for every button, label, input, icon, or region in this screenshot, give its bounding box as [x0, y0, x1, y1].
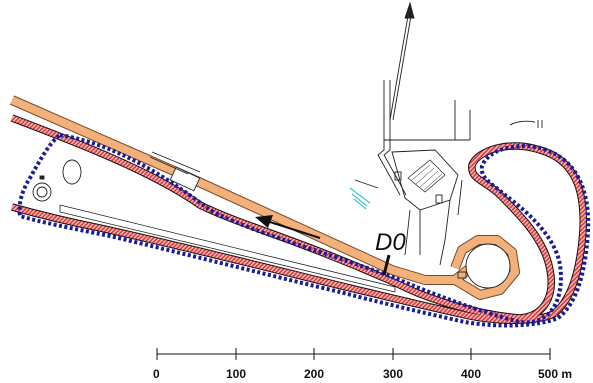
scale-label-100: 100: [226, 367, 246, 381]
direction-arrow-icon: [255, 215, 321, 239]
scale-label-200: 200: [304, 367, 324, 381]
red-hatched-track: [10, 114, 587, 324]
d0-marker-label: D0: [375, 229, 406, 256]
scale-label-500: 500 m: [538, 367, 572, 381]
left-infield: [32, 159, 82, 202]
scale-label-0: 0: [153, 367, 160, 381]
right-structures: [377, 80, 543, 266]
d0-marker-line: [382, 254, 391, 276]
inner-loop: [457, 243, 511, 289]
scale-bar: 0 100 200 300 400 500 m: [153, 348, 572, 381]
scale-label-300: 300: [383, 367, 403, 381]
orange-track: [9, 95, 520, 300]
scale-label-400: 400: [461, 367, 481, 381]
north-arrow-icon: [389, 1, 415, 121]
cyan-feature: [349, 187, 371, 210]
building-upper: [149, 151, 201, 192]
service-road: [59, 204, 396, 293]
dotted-boundary: [17, 133, 591, 328]
